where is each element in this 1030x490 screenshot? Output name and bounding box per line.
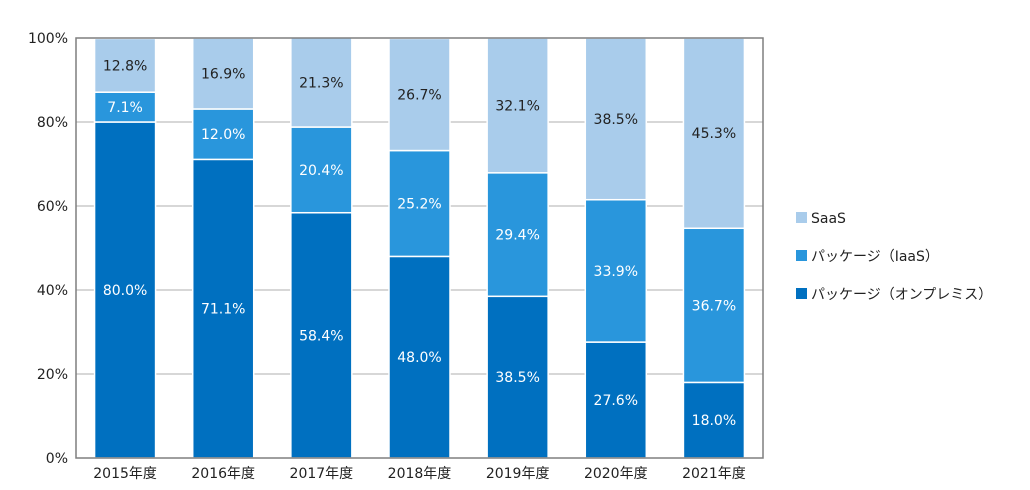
data-label: 18.0%: [692, 413, 736, 429]
y-tick-label: 0%: [46, 451, 68, 467]
x-category-label: 2019年度: [486, 466, 550, 482]
data-label: 7.1%: [107, 100, 143, 116]
x-category-label: 2017年度: [290, 466, 354, 482]
data-label: 29.4%: [495, 228, 539, 244]
data-label: 12.0%: [201, 127, 245, 143]
bar-segment: [682, 381, 746, 459]
data-label: 38.5%: [495, 370, 539, 386]
x-category-label: 2021年度: [682, 466, 746, 482]
data-label: 21.3%: [299, 75, 343, 91]
legend-swatch: [796, 212, 807, 223]
y-tick-label: 100%: [28, 31, 68, 47]
bar-segment: [93, 91, 157, 123]
bar-segment: [290, 211, 353, 459]
bar-segment: [682, 227, 746, 384]
bar-segment: [584, 341, 648, 459]
data-labels: 80.0% 7.1% 12.8% 71.1% 12.0% 16.9% 58.4% 20.4% 2…: [103, 58, 736, 429]
bar-segment: [682, 37, 746, 230]
data-label: 38.5%: [594, 112, 638, 128]
data-label: 25.2%: [397, 196, 441, 212]
data-label: 12.8%: [103, 58, 147, 74]
bar-segment: [388, 37, 451, 152]
data-label: 58.4%: [299, 328, 343, 344]
legend-swatch: [796, 250, 807, 261]
x-category-label: 2018年度: [388, 466, 452, 482]
legend-label: パッケージ（オンプレミス）: [811, 287, 992, 303]
x-category-label: 2016年度: [191, 466, 255, 482]
legend-label: SaaS: [811, 211, 846, 227]
bar-segment: [290, 36, 353, 128]
data-label: 20.4%: [299, 163, 343, 179]
data-label: 80.0%: [103, 283, 147, 299]
x-category-label: 2015年度: [93, 466, 157, 482]
bar-segment: [388, 149, 451, 258]
data-label: 48.0%: [397, 350, 441, 366]
bars: [93, 36, 746, 459]
data-label: 33.9%: [594, 264, 638, 280]
data-label: 36.7%: [692, 298, 736, 314]
plot-frame: [75, 37, 764, 459]
legend: SaaS パッケージ（IaaS） パッケージ（オンプレミス）: [796, 211, 992, 303]
data-label: 71.1%: [201, 302, 245, 318]
bar-segment: [93, 121, 157, 459]
bar-segment: [191, 158, 255, 459]
y-tick-label: 80%: [37, 115, 68, 131]
data-label: 27.6%: [594, 393, 638, 409]
data-label: 16.9%: [201, 66, 245, 82]
bar-segment: [191, 37, 255, 110]
legend-label: パッケージ（IaaS）: [811, 249, 939, 265]
x-category-label: 2020年度: [584, 466, 648, 482]
bar-segment: [290, 126, 353, 214]
bar-segment: [584, 37, 648, 201]
y-tick-label: 60%: [37, 199, 68, 215]
data-label: 45.3%: [692, 126, 736, 142]
bar-segment: [584, 198, 648, 343]
bar-segment: [191, 108, 255, 161]
legend-swatch: [796, 288, 807, 299]
axes: 0% 20% 40% 60% 80% 100% 2015年度 2016年度 2017年度 2018…: [28, 31, 764, 482]
data-label: 26.7%: [397, 87, 441, 103]
bar-segment: [486, 37, 549, 174]
data-label: 32.1%: [495, 98, 539, 114]
y-tick-label: 20%: [37, 367, 68, 383]
y-tick-label: 40%: [37, 283, 68, 299]
